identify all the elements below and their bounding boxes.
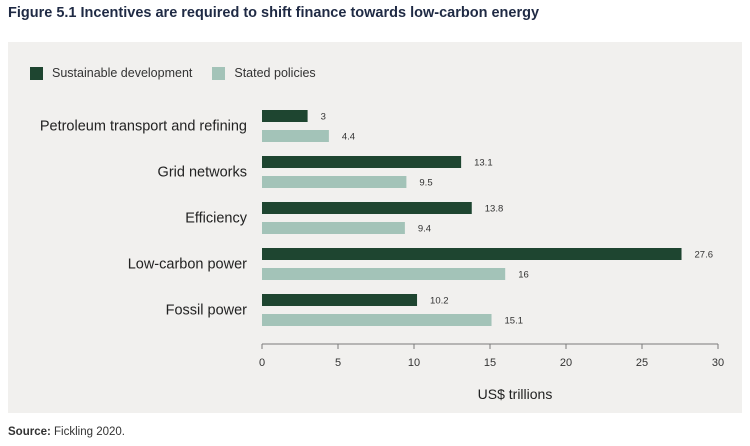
x-tick-label: 25 [636, 357, 648, 369]
category-label: Petroleum transport and refining [40, 119, 247, 135]
chart-panel: Sustainable development Stated policies … [8, 42, 742, 413]
source-text: Fickling 2020. [54, 426, 125, 438]
x-tick-label: 30 [712, 357, 724, 369]
bar-sustainable [262, 248, 682, 260]
data-label: 9.5 [419, 178, 432, 189]
data-label: 16 [518, 270, 529, 281]
source-label: Source: [8, 426, 51, 438]
data-label: 13.8 [485, 204, 504, 215]
legend-item-sustainable: Sustainable development [30, 66, 192, 80]
chart-legend: Sustainable development Stated policies [30, 66, 336, 80]
source-note: Source: Fickling 2020. [8, 426, 125, 438]
x-tick-label: 15 [484, 357, 496, 369]
x-tick-label: 20 [560, 357, 572, 369]
legend-swatch-sustainable [30, 66, 43, 80]
legend-item-stated: Stated policies [212, 66, 316, 80]
data-label: 15.1 [505, 316, 524, 327]
legend-swatch-stated [212, 66, 226, 80]
category-label: Low-carbon power [128, 257, 247, 273]
bar-sustainable [262, 294, 418, 306]
data-label: 27.6 [695, 250, 714, 261]
category-label: Fossil power [166, 303, 248, 319]
bar-sustainable [262, 110, 308, 122]
legend-label-stated: Stated policies [234, 66, 316, 80]
bar-stated [262, 268, 506, 280]
bar-stated [262, 314, 492, 326]
data-label: 4.4 [342, 132, 355, 143]
data-label: 9.4 [418, 224, 431, 235]
x-tick-label: 0 [259, 357, 265, 369]
legend-label-sustainable: Sustainable development [52, 66, 193, 80]
figure-title: Figure 5.1 Incentives are required to sh… [8, 5, 539, 21]
bar-stated [262, 176, 407, 188]
figure-title-text: Incentives are required to shift finance… [80, 5, 540, 21]
bar-chart: Petroleum transport and refining 3 4.4 Grid… [40, 110, 724, 402]
bar-stated [262, 130, 329, 142]
x-tick-label: 10 [408, 357, 420, 369]
data-label: 13.1 [474, 158, 493, 169]
category-label: Grid networks [158, 165, 247, 181]
x-axis-label: US$ trillions [478, 386, 553, 402]
x-tick-label: 5 [335, 357, 341, 369]
bar-stated [262, 222, 405, 234]
data-label: 10.2 [430, 296, 449, 307]
bar-sustainable [262, 202, 472, 214]
figure-number: Figure 5.1 [8, 5, 77, 21]
data-label: 3 [321, 112, 326, 123]
category-label: Efficiency [185, 211, 248, 227]
bar-sustainable [262, 156, 462, 168]
